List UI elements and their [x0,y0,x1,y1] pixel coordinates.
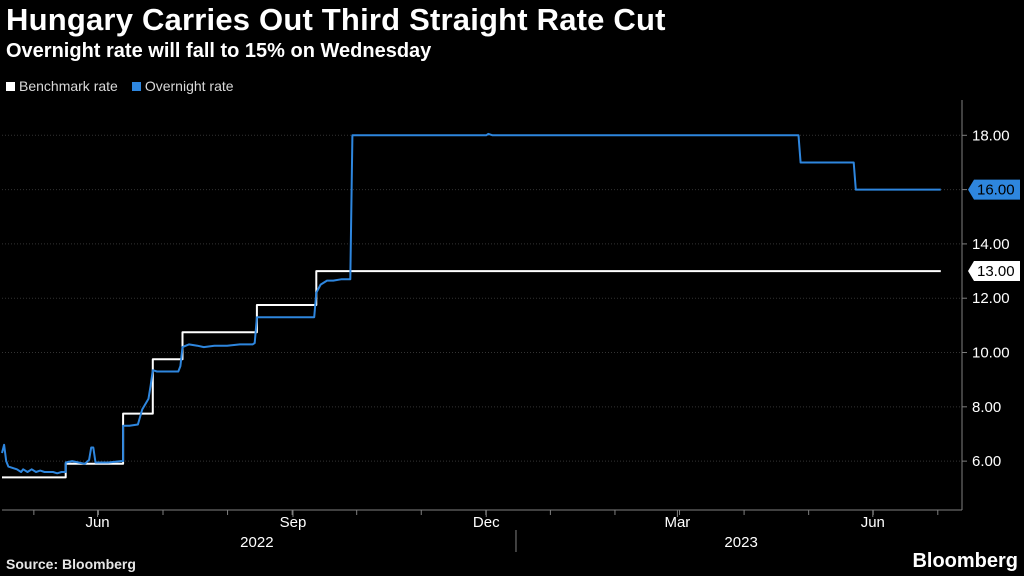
year-label: 2022 [240,534,273,551]
end-label-tag-overnight [968,179,1020,200]
legend-label-overnight: Overnight rate [144,78,234,94]
x-tick-label: Jun [861,514,885,531]
legend-swatch-overnight [131,81,141,91]
source-note: Source: Bloomberg [6,556,136,572]
legend-label-benchmark: Benchmark rate [19,78,118,94]
x-tick-label: Jun [85,514,109,531]
chart-subtitle: Overnight rate will fall to 15% on Wedne… [6,40,432,62]
y-tick-label: 8.00 [972,399,1001,416]
legend: Benchmark rate Overnight rate [6,78,248,94]
y-tick-label: 6.00 [972,453,1001,470]
legend-swatch-benchmark [6,81,15,91]
legend-item-overnight: Overnight rate [131,78,234,94]
legend-item-benchmark: Benchmark rate [6,78,118,94]
y-tick-label: 12.00 [972,290,1010,307]
end-label-overnight: 16.00 [977,182,1015,199]
y-tick-label: 18.00 [972,127,1010,144]
bloomberg-logo: Bloomberg [912,550,1018,572]
chart-title: Hungary Carries Out Third Straight Rate … [6,2,666,37]
year-label: 2023 [724,534,757,551]
end-label-tag-benchmark [968,261,1020,282]
x-tick-label: Dec [473,514,500,531]
end-label-benchmark: 13.00 [977,263,1015,280]
y-tick-label: 14.00 [972,236,1010,253]
y-tick-label: 10.00 [972,345,1010,362]
x-tick-label: Mar [664,514,690,531]
x-tick-label: Sep [280,514,307,531]
series-line-benchmark [2,270,941,479]
series-line-overnight [1,132,941,475]
